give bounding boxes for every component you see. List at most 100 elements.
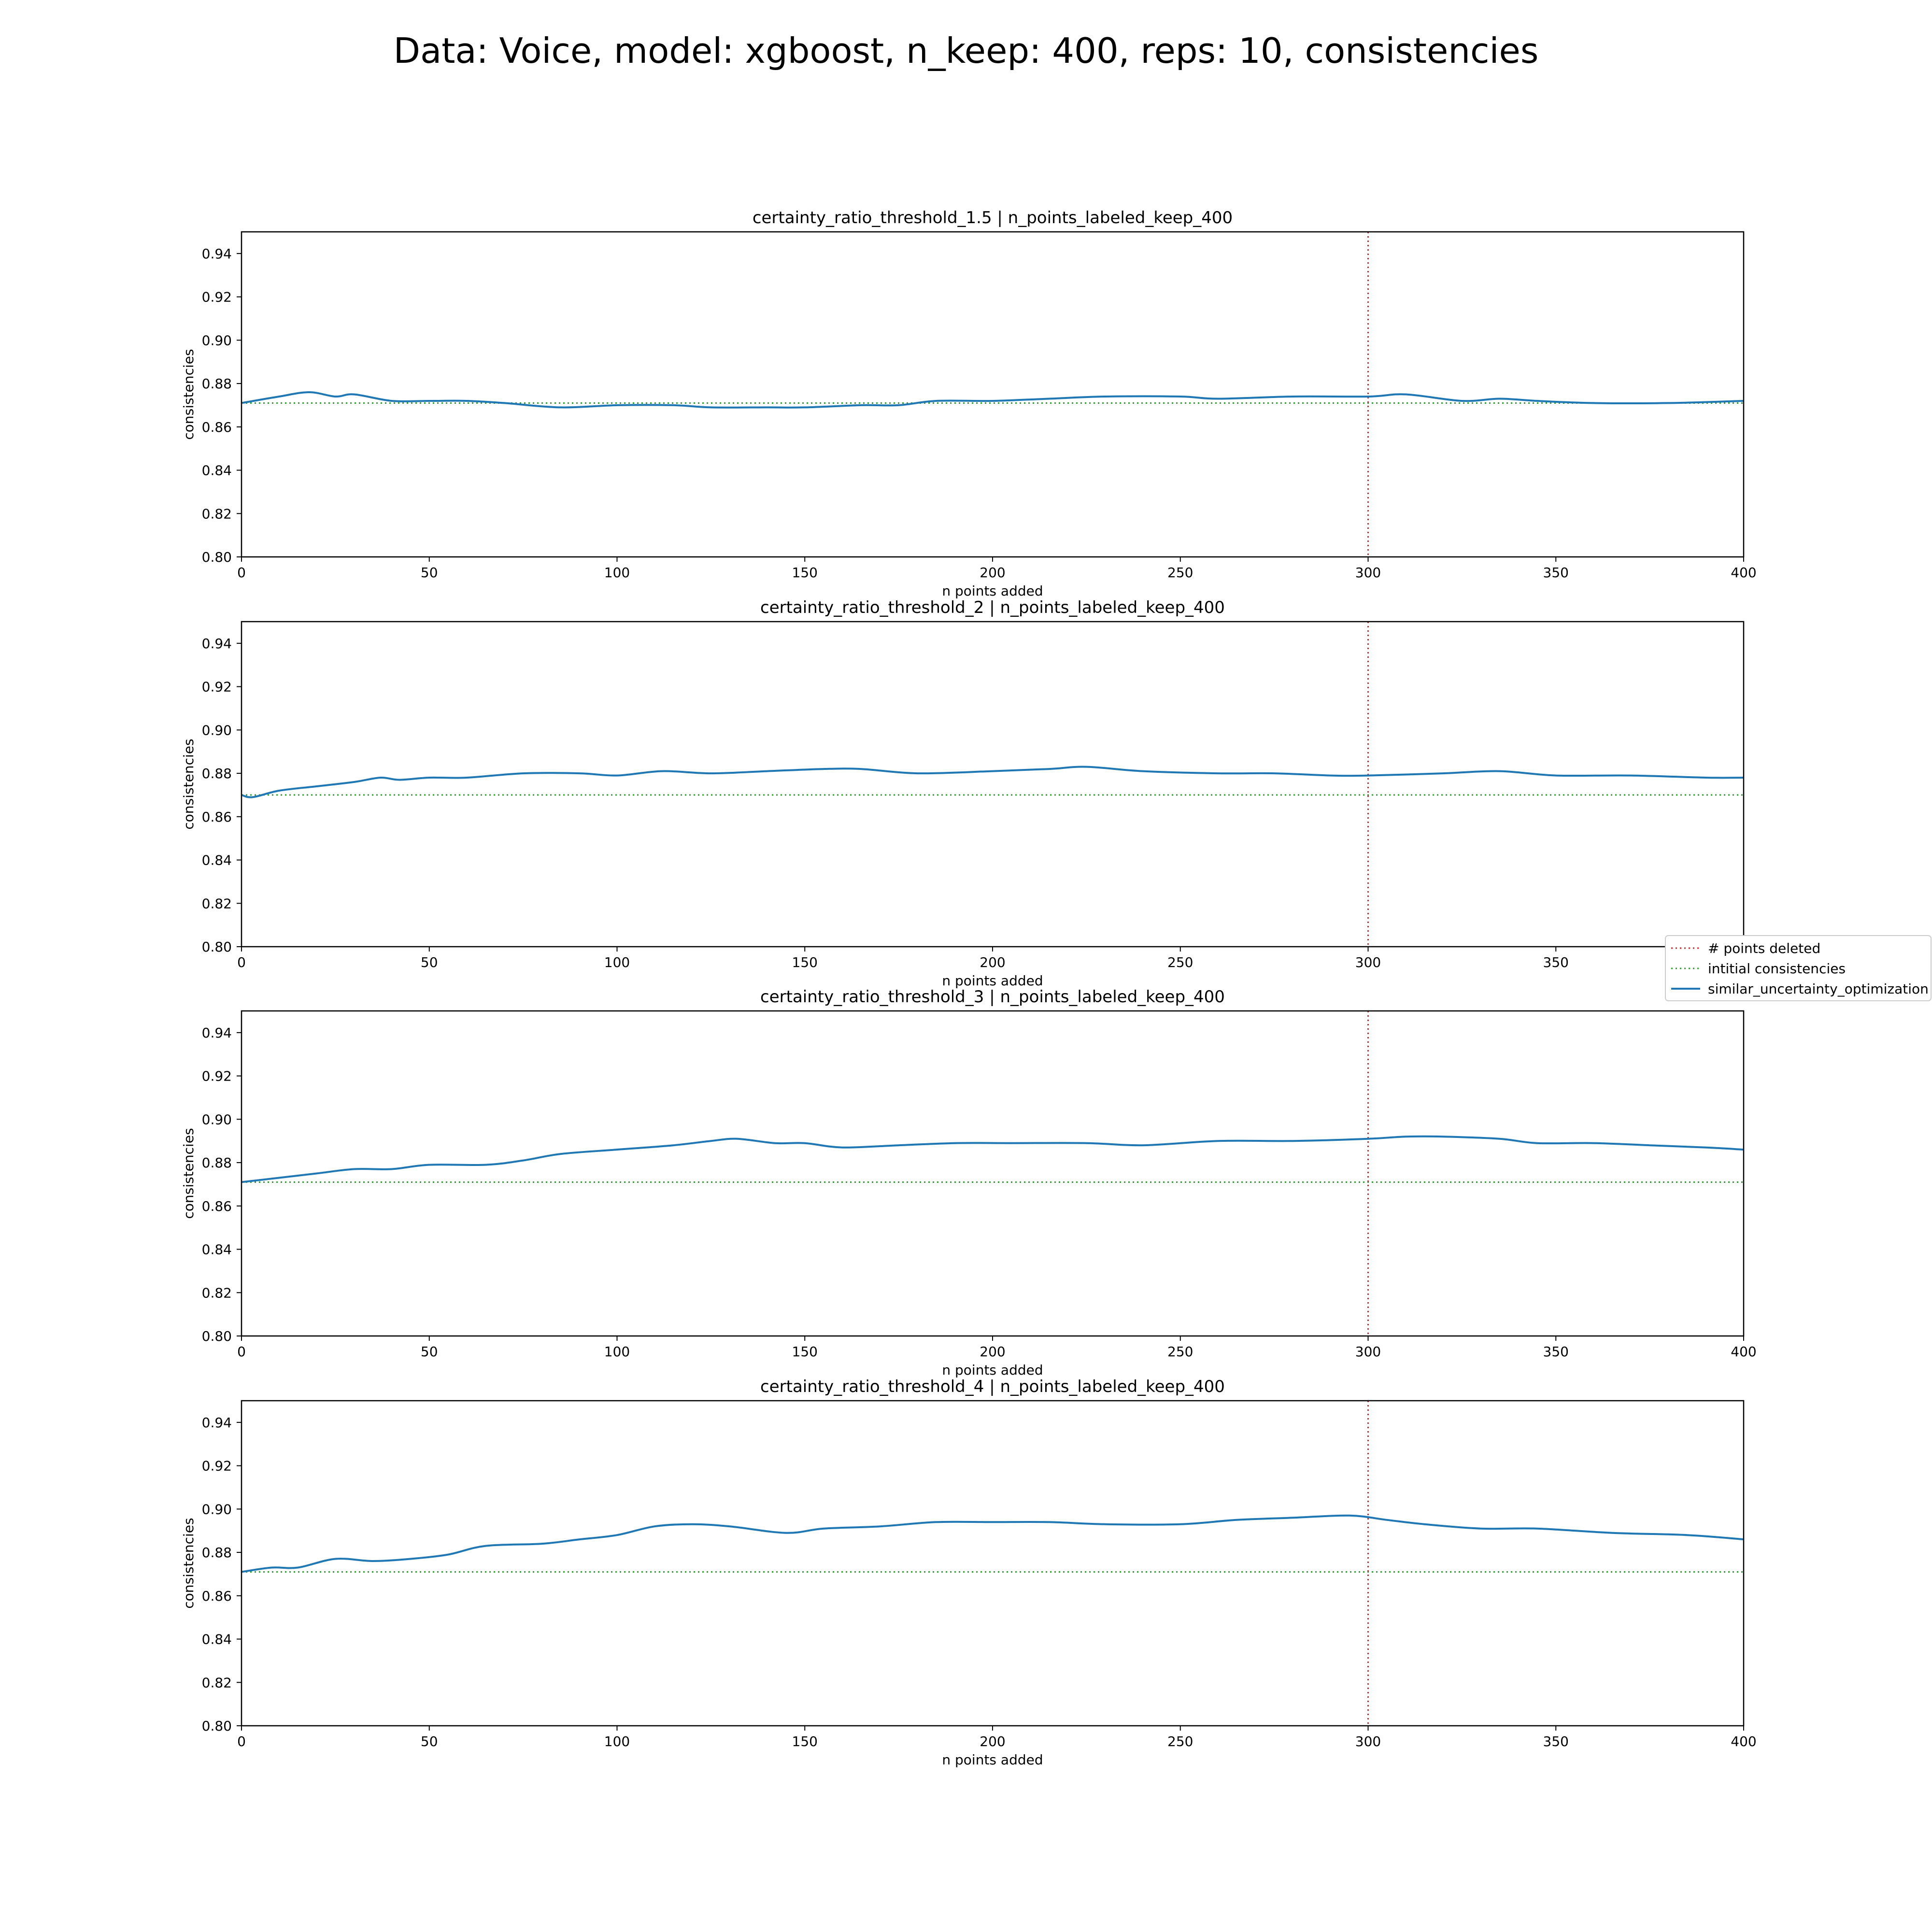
series-line-1 (242, 1135, 1744, 1183)
x-axis-label: n points added (942, 1362, 1043, 1378)
x-tick-label: 350 (1543, 1344, 1569, 1360)
x-tick-label: 300 (1355, 954, 1381, 970)
x-tick-label: 250 (1167, 954, 1193, 970)
x-tick-label: 0 (237, 1344, 246, 1360)
subplot-4: certainty_ratio_threshold_4 | n_points_l… (181, 1377, 1757, 1768)
axes-frame (241, 621, 1745, 948)
subplot-title: certainty_ratio_threshold_2 | n_points_l… (760, 598, 1225, 617)
figure-suptitle: Data: Voice, model: xgboost, n_keep: 400… (394, 30, 1539, 71)
x-tick-label: 200 (980, 954, 1005, 970)
axes-frame (241, 1010, 1745, 1337)
x-tick-label: 150 (792, 1733, 818, 1749)
y-tick-label: 0.92 (202, 289, 232, 305)
x-tick-label: 0 (237, 954, 246, 970)
x-axis-label: n points added (942, 583, 1043, 599)
y-tick-label: 0.94 (202, 636, 232, 652)
x-tick-label: 0 (237, 1733, 246, 1749)
x-axis-label: n points added (942, 973, 1043, 989)
y-tick-label: 0.88 (202, 376, 232, 392)
x-tick-label: 250 (1167, 565, 1193, 581)
y-tick-label: 0.90 (202, 722, 232, 738)
subplots: certainty_ratio_threshold_1.5 | n_points… (181, 208, 1757, 1768)
x-tick-label: 150 (792, 565, 818, 581)
y-tick-label: 0.84 (202, 852, 232, 868)
y-tick-label: 0.86 (202, 1588, 232, 1604)
legend-label: # points deleted (1708, 940, 1820, 956)
axes-frame (241, 231, 1745, 558)
y-tick-label: 0.92 (202, 1068, 232, 1084)
x-axis-label: n points added (942, 1752, 1043, 1768)
y-tick-label: 0.82 (202, 1285, 232, 1301)
x-tick-label: 200 (980, 1344, 1005, 1360)
y-tick-label: 0.92 (202, 1458, 232, 1474)
x-tick-label: 250 (1167, 1733, 1193, 1749)
x-tick-label: 350 (1543, 565, 1569, 581)
y-tick-label: 0.88 (202, 766, 232, 781)
y-axis-label: consistencies (181, 1128, 197, 1219)
y-tick-label: 0.94 (202, 1415, 232, 1431)
y-tick-label: 0.84 (202, 1632, 232, 1648)
series-line-1 (242, 391, 1744, 409)
y-tick-label: 0.82 (202, 506, 232, 522)
x-tick-label: 300 (1355, 1733, 1381, 1749)
x-tick-label: 150 (792, 1344, 818, 1360)
y-tick-label: 0.80 (202, 1328, 232, 1344)
x-tick-label: 100 (604, 954, 630, 970)
x-tick-label: 100 (604, 1733, 630, 1749)
x-tick-label: 300 (1355, 565, 1381, 581)
y-tick-label: 0.86 (202, 809, 232, 825)
y-tick-label: 0.94 (202, 1025, 232, 1041)
y-tick-label: 0.88 (202, 1155, 232, 1171)
axes-frame (241, 1400, 1745, 1727)
y-tick-label: 0.88 (202, 1545, 232, 1561)
y-tick-label: 0.94 (202, 246, 232, 262)
series-line-1 (242, 766, 1744, 798)
y-tick-label: 0.82 (202, 1675, 232, 1690)
x-tick-label: 400 (1731, 565, 1756, 581)
x-tick-label: 150 (792, 954, 818, 970)
y-axis-label: consistencies (181, 1518, 197, 1608)
y-tick-label: 0.90 (202, 332, 232, 348)
legend: # points deleted intitial consistencies si… (1665, 935, 1932, 1001)
subplot-title: certainty_ratio_threshold_3 | n_points_l… (760, 987, 1225, 1007)
y-axis-label: consistencies (181, 739, 197, 829)
legend-label: intitial consistencies (1708, 961, 1846, 977)
x-tick-label: 50 (421, 1344, 438, 1360)
x-tick-label: 300 (1355, 1344, 1381, 1360)
y-tick-label: 0.80 (202, 939, 232, 955)
y-tick-label: 0.80 (202, 549, 232, 565)
y-axis-label: consistencies (181, 349, 197, 440)
y-tick-label: 0.84 (202, 463, 232, 479)
x-tick-label: 100 (604, 565, 630, 581)
y-tick-label: 0.80 (202, 1718, 232, 1734)
x-tick-label: 50 (421, 954, 438, 970)
y-tick-label: 0.84 (202, 1242, 232, 1258)
legend-label: similar_uncertainty_optimization (1708, 981, 1929, 997)
x-tick-label: 400 (1731, 1344, 1756, 1360)
x-tick-label: 200 (980, 565, 1005, 581)
y-tick-label: 0.90 (202, 1501, 232, 1517)
y-tick-label: 0.86 (202, 419, 232, 435)
y-tick-label: 0.86 (202, 1198, 232, 1214)
series-line-1 (242, 1514, 1744, 1573)
subplot-3: certainty_ratio_threshold_3 | n_points_l… (181, 987, 1757, 1378)
y-tick-label: 0.90 (202, 1111, 232, 1127)
legend-box (1665, 935, 1932, 1001)
y-tick-label: 0.92 (202, 679, 232, 695)
x-tick-label: 50 (421, 565, 438, 581)
subplot-2: certainty_ratio_threshold_2 | n_points_l… (181, 598, 1757, 989)
subplot-title: certainty_ratio_threshold_1.5 | n_points… (753, 208, 1233, 227)
x-tick-label: 100 (604, 1344, 630, 1360)
x-tick-label: 0 (237, 565, 246, 581)
x-tick-label: 350 (1543, 1733, 1569, 1749)
x-tick-label: 50 (421, 1733, 438, 1749)
subplot-title: certainty_ratio_threshold_4 | n_points_l… (760, 1377, 1225, 1396)
x-tick-label: 350 (1543, 954, 1569, 970)
x-tick-label: 250 (1167, 1344, 1193, 1360)
x-tick-label: 200 (980, 1733, 1005, 1749)
y-tick-label: 0.82 (202, 895, 232, 911)
x-tick-label: 400 (1731, 1733, 1756, 1749)
subplot-1: certainty_ratio_threshold_1.5 | n_points… (181, 208, 1757, 599)
